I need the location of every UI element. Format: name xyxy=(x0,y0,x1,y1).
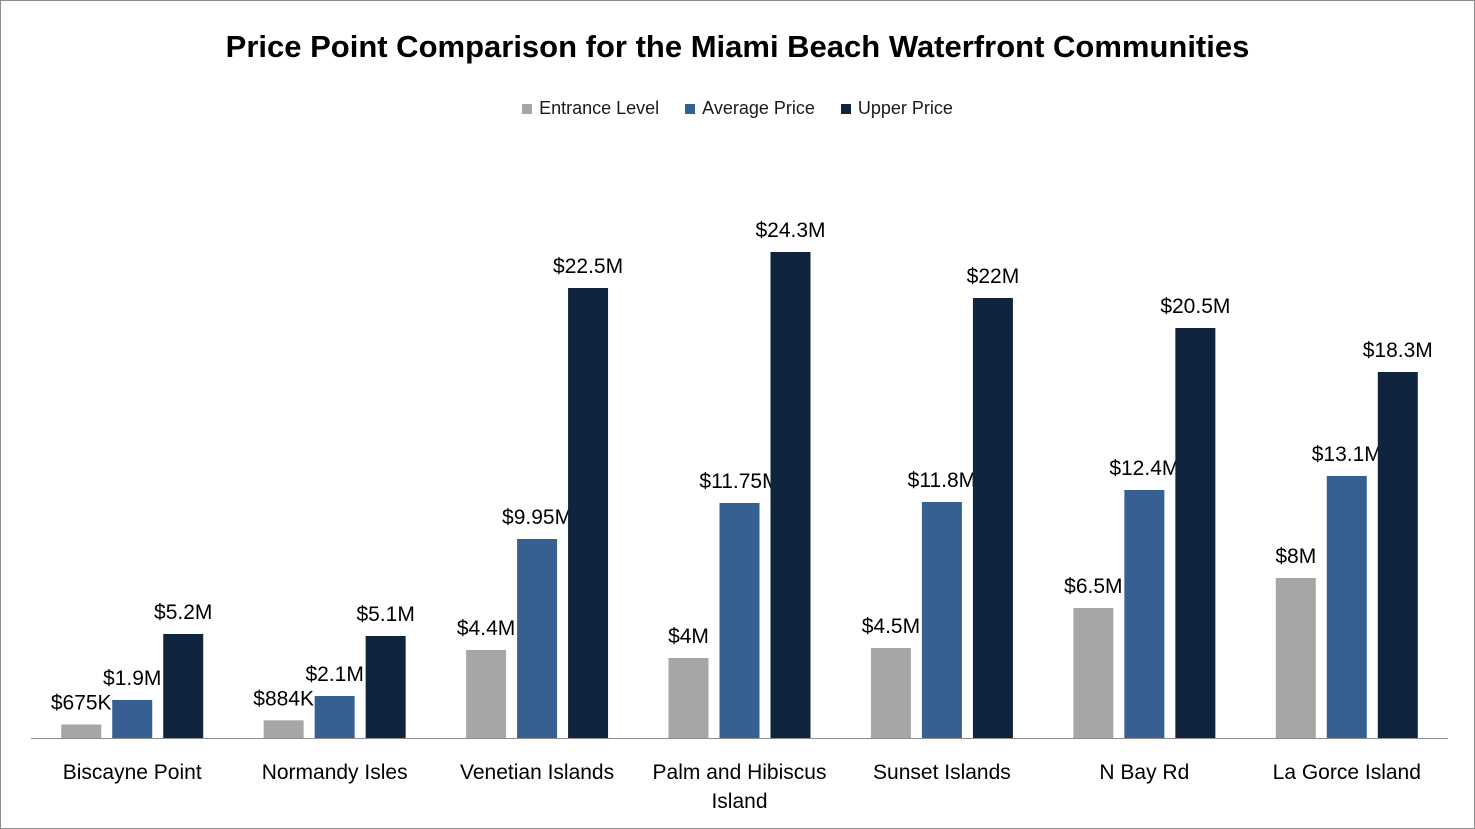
data-label-average-price-n-bay-rd: $12.4M xyxy=(1109,457,1179,480)
bar-upper-price-palm-and-hibiscus-island xyxy=(770,252,811,738)
data-label-entrance-level-la-gorce-island: $8M xyxy=(1275,545,1316,568)
legend-item-average-price: Average Price xyxy=(685,98,815,119)
category-label-n-bay-rd: N Bay Rd xyxy=(1099,761,1189,784)
category-label-normandy-isles: Normandy Isles xyxy=(262,761,408,784)
data-label-upper-price-venetian-islands: $22.5M xyxy=(553,255,623,278)
bar-entrance-level-palm-and-hibiscus-island xyxy=(668,658,709,738)
data-label-average-price-normandy-isles: $2.1M xyxy=(305,663,363,686)
bar-entrance-level-normandy-isles xyxy=(263,720,304,738)
data-label-upper-price-biscayne-point: $5.2M xyxy=(154,601,212,624)
legend: Entrance Level Average Price Upper Price xyxy=(1,98,1474,119)
category-label-biscayne-point: Biscayne Point xyxy=(63,761,202,784)
data-label-average-price-biscayne-point: $1.9M xyxy=(103,667,161,690)
data-label-entrance-level-palm-and-hibiscus-island: $4M xyxy=(668,625,709,648)
data-label-upper-price-normandy-isles: $5.1M xyxy=(356,603,414,626)
bar-entrance-level-n-bay-rd xyxy=(1073,608,1114,738)
bar-average-price-n-bay-rd xyxy=(1124,490,1165,738)
bar-average-price-la-gorce-island xyxy=(1326,476,1367,738)
data-label-entrance-level-biscayne-point: $675K xyxy=(51,692,112,715)
bar-average-price-palm-and-hibiscus-island xyxy=(719,503,760,738)
data-label-upper-price-sunset-islands: $22M xyxy=(967,265,1020,288)
legend-label-average-price: Average Price xyxy=(702,98,815,118)
data-label-entrance-level-venetian-islands: $4.4M xyxy=(457,617,515,640)
bar-entrance-level-sunset-islands xyxy=(870,648,911,738)
bar-average-price-venetian-islands xyxy=(517,539,558,738)
data-label-entrance-level-n-bay-rd: $6.5M xyxy=(1064,575,1122,598)
bar-upper-price-n-bay-rd xyxy=(1175,328,1216,738)
bar-entrance-level-venetian-islands xyxy=(466,650,507,738)
data-label-upper-price-la-gorce-island: $18.3M xyxy=(1363,339,1433,362)
bar-average-price-normandy-isles xyxy=(314,696,355,738)
chart-title: Price Point Comparison for the Miami Bea… xyxy=(225,29,1250,64)
category-label-palm-and-hibiscus-island: Island xyxy=(711,790,767,813)
data-label-average-price-sunset-islands: $11.8M xyxy=(908,469,977,492)
bar-upper-price-normandy-isles xyxy=(365,636,406,738)
category-label-sunset-islands: Sunset Islands xyxy=(873,761,1011,784)
data-label-entrance-level-normandy-isles: $884K xyxy=(253,687,314,710)
legend-item-entrance-level: Entrance Level xyxy=(522,98,659,119)
legend-label-upper-price: Upper Price xyxy=(857,98,953,118)
category-label-palm-and-hibiscus-island: Palm and Hibiscus xyxy=(653,761,827,784)
data-label-average-price-la-gorce-island: $13.1M xyxy=(1312,443,1382,466)
bar-entrance-level-biscayne-point xyxy=(61,724,102,738)
bar-upper-price-biscayne-point xyxy=(163,634,204,738)
data-label-average-price-venetian-islands: $9.95M xyxy=(502,506,572,529)
legend-item-upper-price: Upper Price xyxy=(840,98,953,119)
data-label-average-price-palm-and-hibiscus-island: $11.75M xyxy=(699,470,779,493)
data-label-upper-price-n-bay-rd: $20.5M xyxy=(1160,295,1230,318)
bar-upper-price-sunset-islands xyxy=(972,298,1013,738)
data-label-entrance-level-sunset-islands: $4.5M xyxy=(862,615,920,638)
category-label-la-gorce-island: La Gorce Island xyxy=(1273,761,1421,784)
data-label-upper-price-palm-and-hibiscus-island: $24.3M xyxy=(755,219,825,242)
legend-label-entrance-level: Entrance Level xyxy=(539,98,660,118)
category-label-venetian-islands: Venetian Islands xyxy=(460,761,614,784)
legend-swatch-average-price xyxy=(685,103,696,114)
bar-average-price-biscayne-point xyxy=(112,700,153,738)
legend-swatch-entrance-level xyxy=(522,103,533,114)
bar-upper-price-venetian-islands xyxy=(568,288,609,738)
bar-upper-price-la-gorce-island xyxy=(1377,372,1418,738)
legend-swatch-upper-price xyxy=(840,103,851,114)
bar-average-price-sunset-islands xyxy=(921,502,962,738)
bar-entrance-level-la-gorce-island xyxy=(1275,578,1316,738)
